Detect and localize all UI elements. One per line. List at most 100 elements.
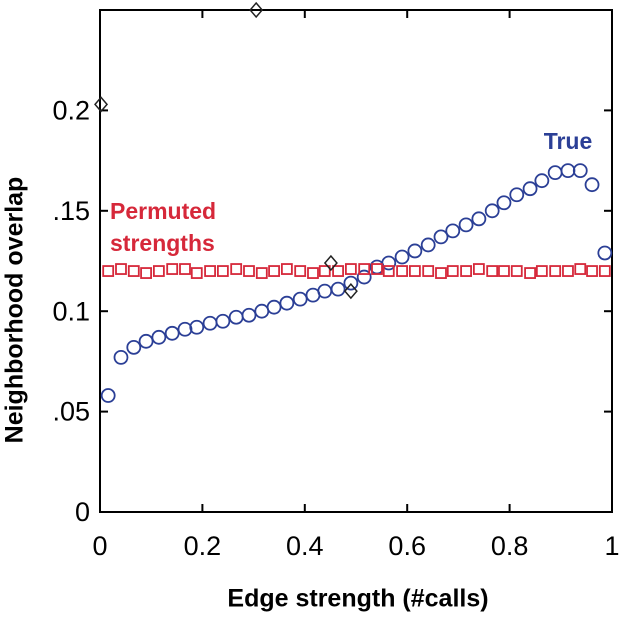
point (177, 321, 193, 337)
point (522, 181, 538, 197)
point (498, 265, 510, 277)
point (254, 303, 270, 319)
point (249, 1, 264, 19)
point (562, 265, 574, 277)
point (472, 263, 485, 275)
plot-frame (99, 9, 613, 513)
point (115, 263, 127, 275)
point (535, 265, 548, 277)
point (420, 237, 436, 253)
point (266, 299, 282, 315)
point (241, 307, 257, 323)
point (318, 265, 331, 277)
y-tick-label: .15 (52, 196, 90, 226)
point (356, 269, 372, 285)
point (572, 163, 588, 179)
point (216, 265, 229, 277)
point (549, 265, 562, 277)
point (204, 265, 216, 277)
point (484, 203, 500, 219)
point (510, 265, 523, 277)
point (486, 265, 499, 277)
point (323, 254, 338, 272)
point (330, 281, 346, 297)
point (597, 245, 613, 261)
point (407, 243, 423, 259)
x-tick-label: 0.2 (184, 531, 222, 561)
point (534, 173, 550, 189)
y-tick-label: 0.2 (52, 96, 90, 126)
point (586, 265, 598, 277)
x-tick-label: 0 (92, 531, 107, 561)
point (102, 265, 115, 277)
y-axis-label: Neighborhood overlap (1, 177, 29, 444)
point (190, 267, 203, 279)
point (268, 265, 280, 277)
point (294, 265, 307, 277)
point (598, 265, 611, 277)
point (471, 211, 487, 227)
x-tick-label: 0.6 (388, 531, 426, 561)
point (584, 177, 600, 193)
point (140, 267, 152, 279)
point (524, 267, 536, 279)
point (164, 325, 180, 341)
point (408, 265, 421, 277)
point (435, 267, 447, 279)
point (446, 265, 459, 277)
annotation: strengths (110, 230, 215, 256)
point (381, 255, 397, 271)
x-axis-label: Edge strength (#calls) (227, 585, 488, 613)
annotation: True (544, 128, 593, 154)
point (138, 333, 154, 349)
point (243, 265, 255, 277)
point (166, 263, 179, 275)
point (547, 165, 563, 181)
point (279, 295, 295, 311)
point (317, 283, 333, 299)
annotation: Permuted (110, 198, 216, 224)
y-tick-label: .05 (52, 397, 90, 427)
point (422, 265, 435, 277)
point (94, 96, 109, 113)
x-tick-label: 0.8 (491, 531, 529, 561)
point (509, 187, 525, 203)
point (230, 263, 243, 275)
point (394, 249, 410, 265)
point (560, 163, 576, 179)
point (215, 313, 231, 329)
point (189, 319, 205, 335)
point (460, 265, 472, 277)
x-tick-label: 1 (604, 531, 619, 561)
point (433, 229, 449, 245)
point (371, 263, 383, 275)
point (458, 217, 474, 233)
point (152, 265, 165, 277)
point (496, 195, 512, 211)
point (343, 282, 358, 300)
point (100, 388, 116, 403)
point (126, 339, 142, 355)
point (202, 315, 218, 331)
point (396, 265, 408, 277)
point (382, 265, 395, 277)
point (358, 263, 371, 275)
point (228, 309, 244, 325)
point (344, 263, 357, 275)
point (445, 223, 461, 239)
point (307, 267, 319, 279)
point (332, 265, 344, 277)
y-tick-label: 0 (75, 497, 90, 527)
point (113, 349, 129, 365)
point (280, 263, 293, 275)
x-tick-label: 0.4 (286, 531, 324, 561)
point (151, 329, 167, 345)
y-tick-label: 0.1 (52, 296, 90, 326)
point (255, 267, 268, 279)
point (127, 265, 140, 277)
point (292, 291, 308, 307)
point (343, 275, 359, 291)
point (574, 263, 587, 275)
point (179, 263, 191, 275)
